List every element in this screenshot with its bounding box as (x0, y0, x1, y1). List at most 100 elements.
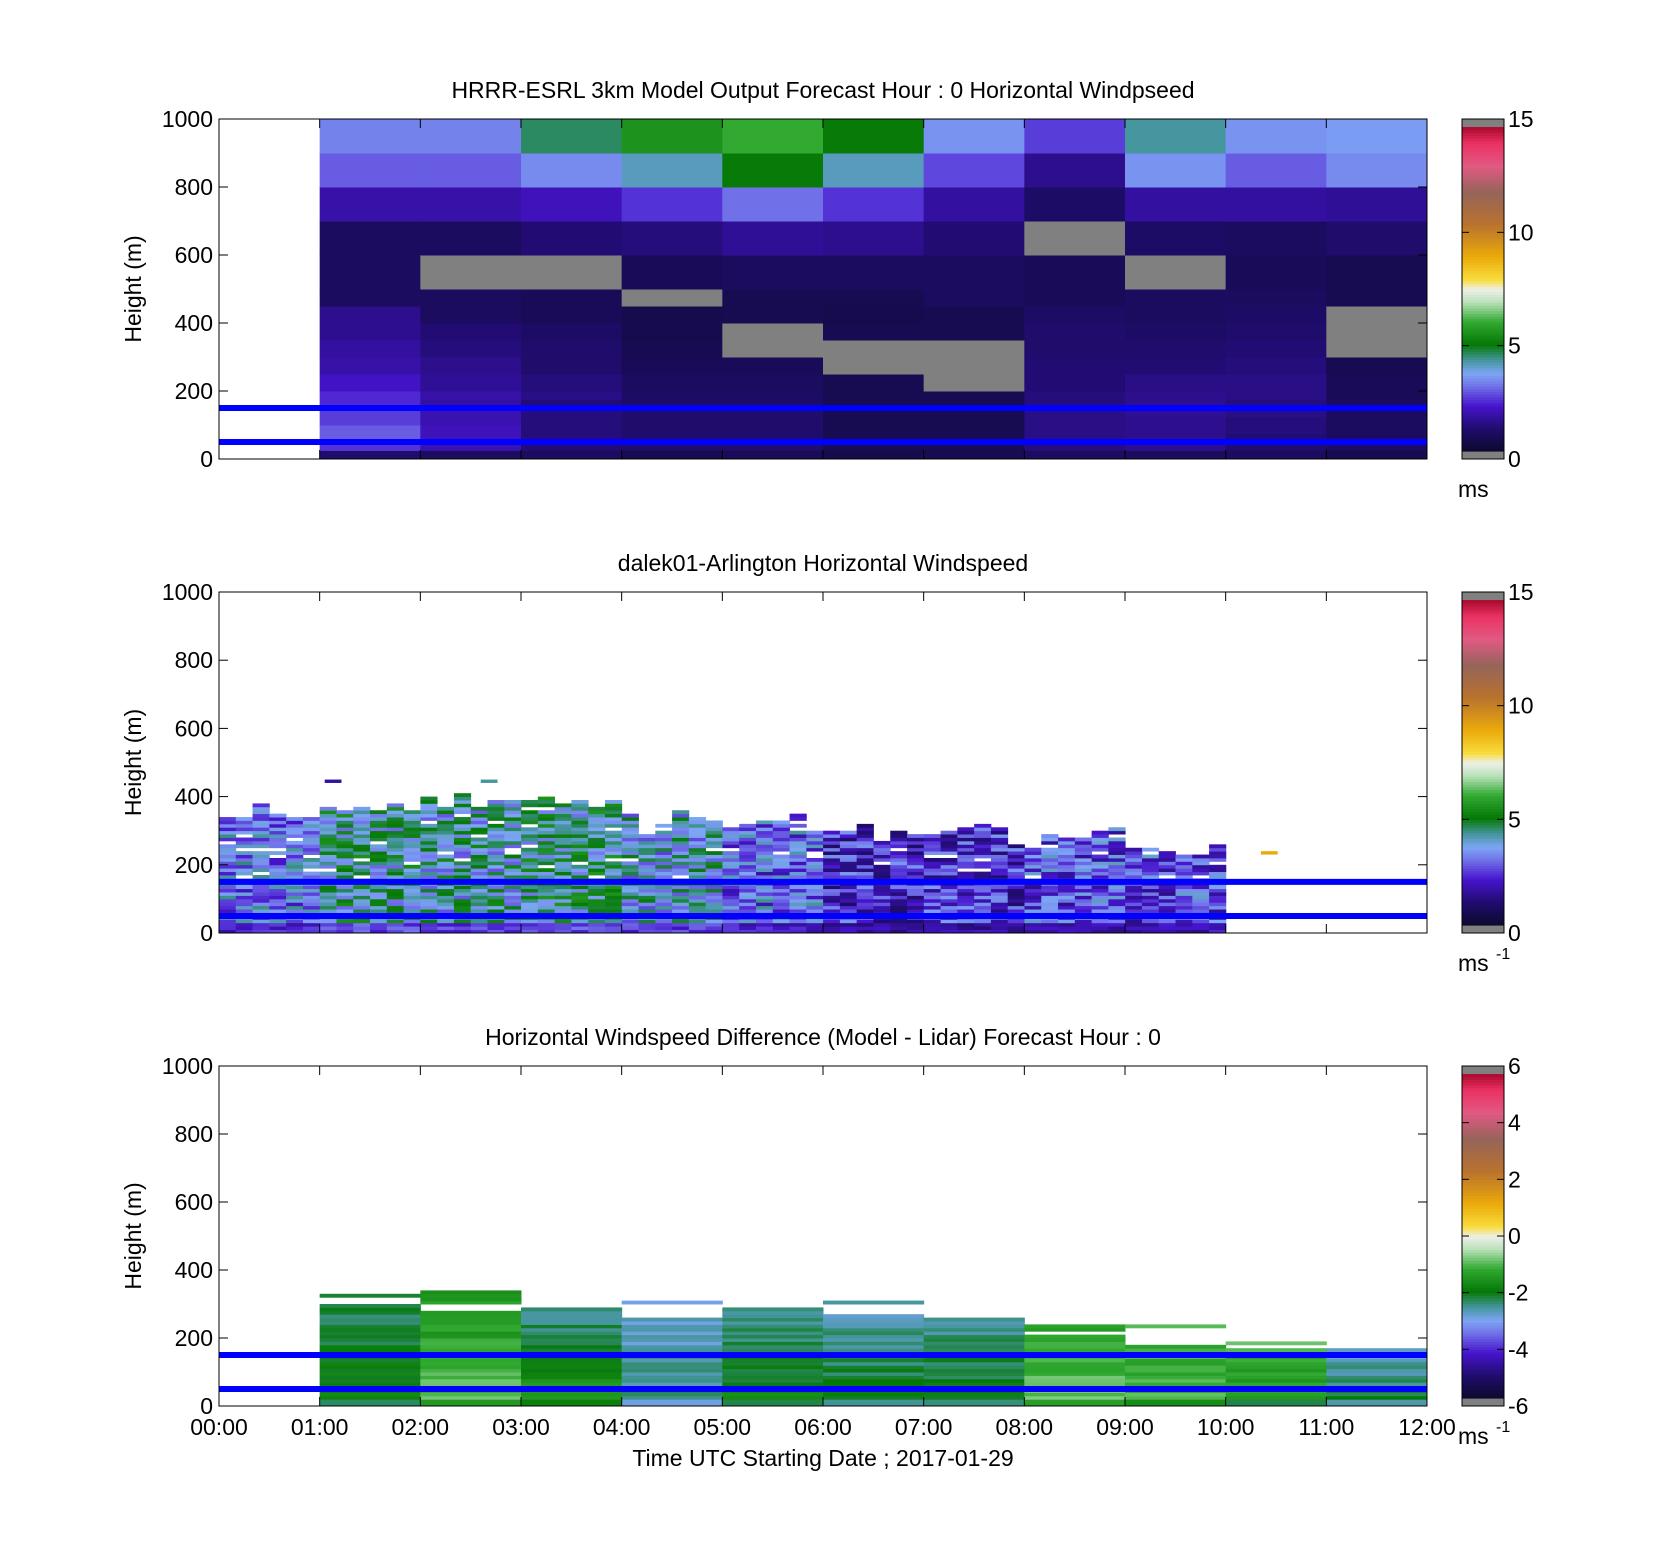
heatmap-cell (537, 796, 556, 801)
colorbar-swatch (1462, 719, 1504, 723)
colorbar-swatch (1462, 1341, 1504, 1345)
heatmap-cell (437, 861, 455, 866)
heatmap-cell (823, 919, 841, 924)
heatmap-cell (621, 1375, 723, 1380)
heatmap-cell (856, 868, 874, 873)
heatmap-cell (370, 851, 388, 855)
heatmap-cell (588, 864, 606, 869)
heatmap-cell (739, 929, 757, 934)
colorbar-swatch (1462, 151, 1504, 155)
heatmap-cell (1024, 357, 1126, 375)
heatmap-cell (974, 830, 992, 835)
heatmap-cell (437, 902, 455, 907)
heatmap-cell (571, 857, 589, 862)
heatmap-cell (403, 871, 421, 876)
colorbar-swatch (1462, 448, 1504, 452)
heatmap-cell (1225, 1402, 1327, 1407)
heatmap-cell (1007, 871, 1025, 876)
heatmap-cell (1058, 895, 1076, 900)
heatmap-cell (722, 442, 824, 451)
heatmap-cell (1326, 255, 1428, 290)
heatmap-cell (521, 1341, 623, 1346)
heatmap-cell (638, 902, 656, 907)
heatmap-cell (655, 840, 673, 845)
colorbar-swatch (1462, 738, 1504, 742)
heatmap-cell (403, 823, 421, 828)
heatmap-cell (1074, 844, 1093, 849)
heatmap-cell (437, 895, 455, 900)
colorbar-swatch (1462, 332, 1504, 336)
heatmap-cell (470, 827, 488, 832)
heatmap-cell (856, 895, 874, 900)
heatmap-cell (403, 895, 421, 900)
heatmap-cell (252, 830, 270, 835)
heatmap-cell (974, 847, 992, 852)
heatmap-cell (504, 806, 522, 811)
heatmap-cell (722, 374, 824, 392)
heatmap-cell (537, 929, 556, 934)
heatmap-cell (554, 837, 572, 842)
heatmap-cell (1024, 1399, 1126, 1404)
heatmap-cell (1058, 847, 1076, 852)
heatmap-cell (1125, 885, 1143, 890)
heatmap-cell (672, 919, 690, 924)
heatmap-cell (755, 840, 774, 845)
heatmap-cell (789, 922, 807, 927)
heatmap-cell (353, 861, 371, 866)
heatmap-cell (521, 1338, 623, 1342)
heatmap-cell (386, 905, 404, 910)
heatmap-cell (1108, 861, 1126, 866)
heatmap-cell (588, 823, 606, 828)
heatmap-cell (1209, 854, 1227, 859)
heatmap-cell (772, 888, 790, 893)
heatmap-cell (504, 902, 522, 907)
heatmap-cell (890, 909, 908, 913)
colorbar-swatch (1462, 1333, 1504, 1337)
heatmap-cell (890, 885, 908, 890)
heatmap-cell (554, 909, 572, 913)
heatmap-cell (521, 820, 539, 825)
heatmap-cell (571, 840, 589, 845)
heatmap-cell (856, 830, 874, 835)
heatmap-cell (705, 827, 723, 832)
heatmap-cell (521, 340, 623, 358)
heatmap-cell (604, 871, 623, 876)
heatmap-cell (1108, 885, 1126, 890)
colorbar-swatch (1462, 765, 1504, 769)
heatmap-cell (990, 919, 1009, 924)
heatmap-cell (1007, 902, 1025, 907)
heatmap-cell (839, 854, 858, 859)
heatmap-cell (621, 1300, 723, 1305)
heatmap-cell (1007, 851, 1025, 855)
heatmap-cell (907, 895, 925, 900)
heatmap-cell (823, 857, 841, 862)
heatmap-cell (907, 844, 925, 849)
heatmap-cell (1074, 905, 1093, 910)
heatmap-cell (722, 1341, 824, 1346)
heatmap-cell (1024, 187, 1126, 222)
heatmap-cell (772, 905, 790, 910)
heatmap-cell (907, 922, 925, 927)
heatmap-cell (672, 830, 690, 835)
heatmap-cell (386, 919, 404, 924)
heatmap-cell (336, 885, 354, 890)
heatmap-cell (722, 1358, 824, 1363)
heatmap-cell (923, 1375, 1025, 1380)
heatmap-cell (571, 898, 589, 903)
heatmap-cell (286, 919, 304, 924)
heatmap-cell (537, 857, 556, 862)
heatmap-cell (1007, 875, 1025, 879)
heatmap-cell (420, 1395, 522, 1400)
heatmap-cell (386, 806, 404, 811)
heatmap-cell (957, 854, 975, 859)
heatmap-cell (269, 813, 287, 818)
heatmap-cell (604, 803, 623, 808)
colorbar-swatch (1462, 1184, 1504, 1188)
heatmap-cell (621, 929, 639, 934)
heatmap-cell (890, 840, 908, 845)
heatmap-cell (604, 922, 623, 927)
heatmap-cell (1158, 857, 1176, 862)
heatmap-cell (336, 871, 354, 876)
colorbar-swatch (1462, 1090, 1504, 1094)
